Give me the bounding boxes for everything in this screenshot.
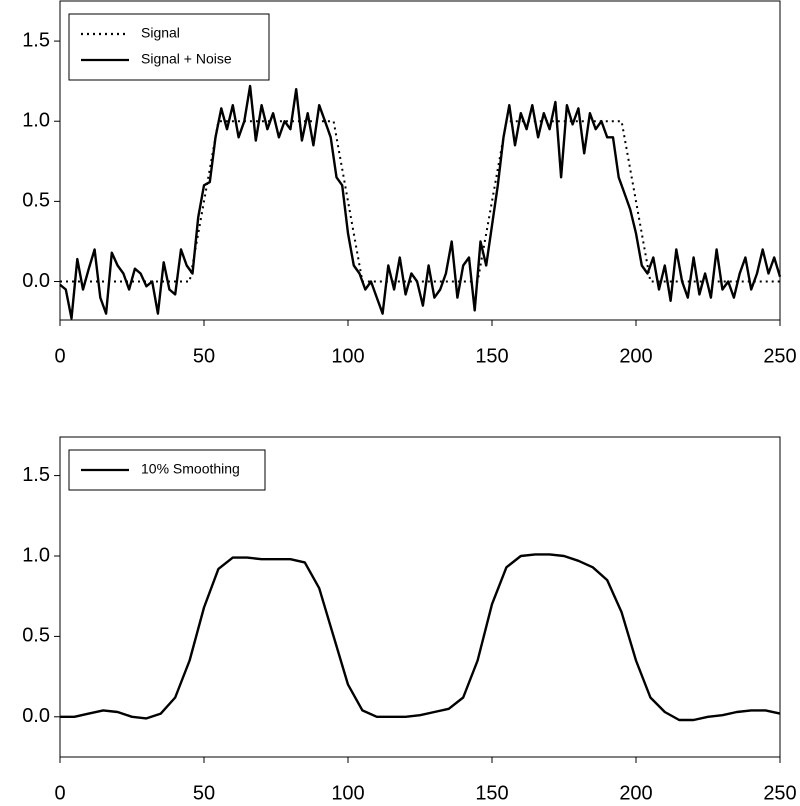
x-tick-label: 100 (331, 345, 364, 367)
y-tick-label: 1.5 (22, 29, 50, 51)
x-tick-label: 150 (475, 782, 508, 804)
x-tick-label: 250 (763, 782, 796, 804)
x-tick-label: 150 (475, 345, 508, 367)
series-line (60, 120, 780, 283)
y-tick-label: 0.0 (22, 270, 50, 292)
y-tick-label: 0.5 (22, 190, 50, 212)
series-line (60, 553, 781, 722)
legend-box (68, 13, 270, 81)
x-tick-label: 100 (331, 782, 364, 804)
x-tick-label: 200 (619, 345, 652, 367)
legend-label: Signal + Noise (141, 51, 232, 67)
x-tick-label: 200 (619, 782, 652, 804)
y-tick-label: 1.5 (22, 464, 50, 486)
legend-label: 10% Smoothing (141, 461, 240, 477)
y-tick-label: 0.5 (22, 625, 50, 647)
y-tick-label: 0.0 (22, 705, 50, 727)
x-tick-label: 0 (54, 345, 65, 367)
series-line (59, 84, 782, 320)
x-tick-label: 50 (193, 782, 215, 804)
y-tick-label: 1.0 (22, 110, 50, 132)
y-tick-label: 1.0 (22, 544, 50, 566)
plot-frame (59, 436, 781, 758)
legend-label: Signal (141, 25, 180, 41)
x-tick-label: 50 (193, 345, 215, 367)
plot-frame (59, 0, 781, 321)
x-tick-label: 0 (54, 782, 65, 804)
x-tick-label: 250 (763, 345, 796, 367)
